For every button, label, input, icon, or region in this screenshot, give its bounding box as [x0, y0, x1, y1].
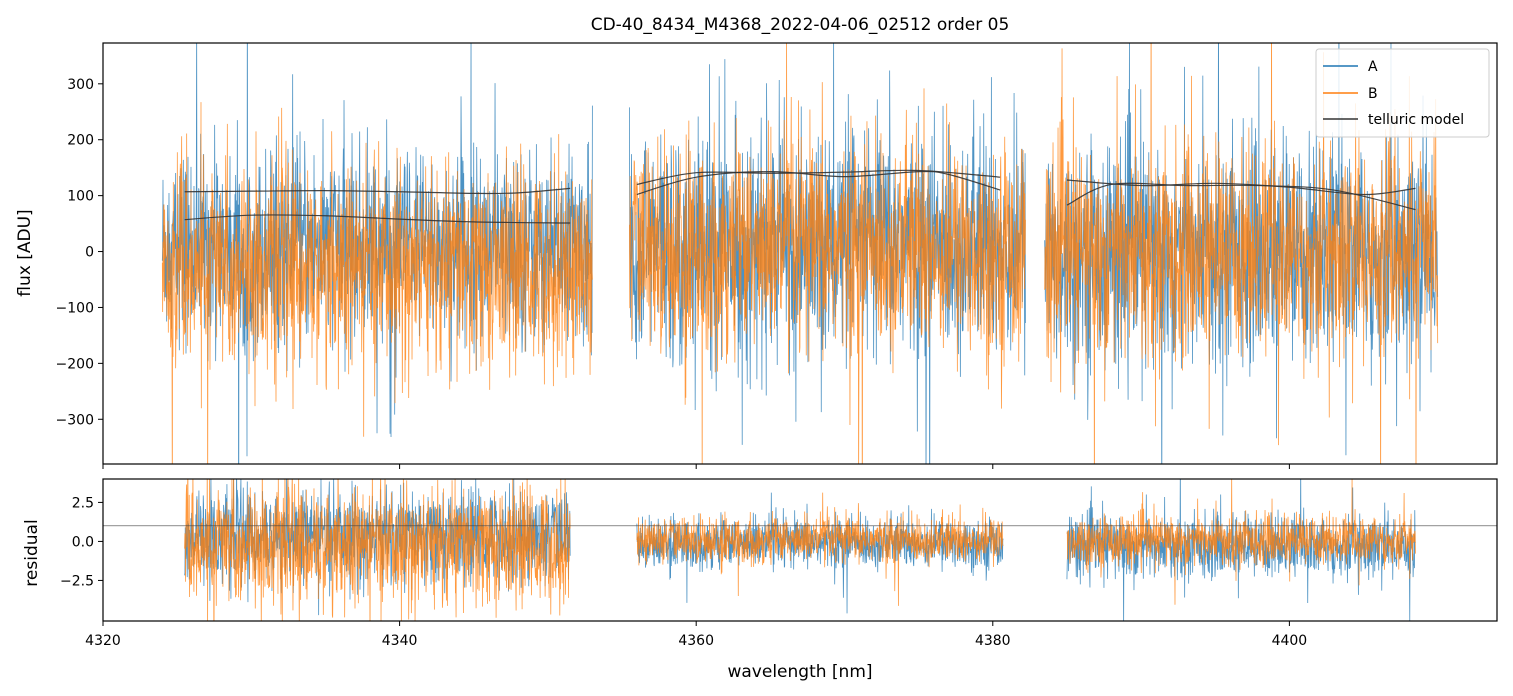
bottom-ytick-label: −2.5 — [60, 573, 94, 589]
telluric-model-line-2 — [184, 214, 571, 224]
top-ytick-label: 100 — [67, 189, 94, 205]
xtick-label: 4340 — [382, 633, 418, 649]
top-plot-area — [161, 43, 1439, 464]
top-axes-frame — [102, 42, 1498, 465]
telluric-model-line-4 — [636, 170, 1001, 196]
legend-label-b: B — [1368, 86, 1378, 102]
top-ytick-label: −200 — [56, 356, 94, 372]
top-axes: −300 −200 −100 0 100 200 300 — [56, 77, 1290, 469]
bottom-axes-frame — [102, 478, 1498, 622]
telluric-model-line-5 — [1066, 179, 1416, 196]
xtick-label: 4360 — [678, 633, 714, 649]
legend: A B telluric model — [1315, 48, 1490, 138]
top-ytick-label: 0 — [85, 245, 94, 261]
legend-label-a: A — [1368, 59, 1378, 75]
bottom-series-b — [184, 479, 1416, 621]
top-series-b — [161, 43, 1439, 464]
telluric-model-line-1 — [184, 187, 571, 195]
bottom-plot-area — [103, 479, 1497, 621]
top-ytick-label: −100 — [56, 300, 94, 316]
top-ytick-label: 200 — [67, 133, 94, 149]
legend-label-telluric: telluric model — [1368, 112, 1464, 128]
bottom-ylabel: residual — [22, 519, 42, 586]
xtick-label: 4400 — [1272, 633, 1308, 649]
telluric-model-line-6 — [1066, 182, 1416, 211]
top-ylabel: flux [ADU] — [15, 209, 35, 296]
top-ytick-label: 300 — [67, 77, 94, 93]
xtick-label: 4380 — [975, 633, 1011, 649]
chart-title: CD-40_8434_M4368_2022-04-06_02512 order … — [591, 15, 1010, 35]
top-ytick-label: −300 — [56, 412, 94, 428]
bottom-axes: −2.5 0.0 2.5 4320 4340 4360 4380 4400 — [60, 495, 1307, 649]
xlabel: wavelength [nm] — [727, 662, 872, 682]
xtick-label: 4320 — [85, 633, 121, 649]
legend-box — [1315, 48, 1490, 138]
bottom-ytick-label: 0.0 — [72, 534, 94, 550]
bottom-ytick-label: 2.5 — [72, 495, 94, 511]
